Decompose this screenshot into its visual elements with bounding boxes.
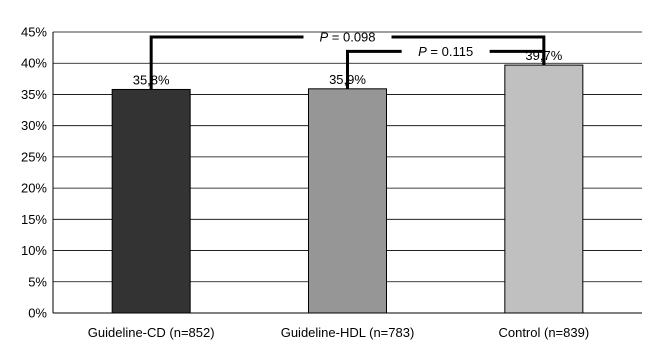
p-value: = 0.098	[328, 29, 375, 44]
y-tick-label: 45%	[21, 25, 47, 40]
bracket-line	[489, 49, 546, 66]
x-tick-label: Control (n=839)	[498, 325, 589, 340]
p-symbol: P	[418, 44, 427, 59]
p-value: = 0.115	[427, 44, 473, 59]
y-tick-label: 25%	[21, 149, 47, 164]
y-axis-ticks: 0% 5% 10% 15% 20% 25% 30% 35% 40% 45%	[21, 25, 47, 321]
y-tick-label: 10%	[21, 243, 47, 258]
bracket-line	[346, 49, 402, 89]
p-symbol: P	[319, 29, 328, 44]
y-tick-label: 15%	[21, 212, 47, 227]
bar	[308, 88, 387, 314]
x-axis-labels: Guideline-CD (n=852) Guideline-HDL (n=783…	[88, 325, 589, 340]
bar	[111, 88, 191, 314]
y-tick-label: 35%	[21, 87, 47, 102]
x-tick-label: Guideline-CD (n=852)	[88, 325, 215, 340]
y-tick-label: 20%	[21, 181, 47, 196]
p-value-label: P = 0.115	[418, 44, 473, 59]
x-tick-label: Guideline-HDL (n=783)	[281, 325, 415, 340]
bar	[504, 64, 584, 314]
p-value-label: P = 0.098	[319, 29, 375, 44]
bars: 35,8% 35,9%39,7%	[111, 48, 584, 314]
bracket-line	[149, 35, 304, 90]
y-tick-label: 40%	[21, 56, 47, 71]
y-tick-label: 0%	[28, 306, 47, 321]
y-tick-label: 5%	[28, 274, 47, 289]
y-tick-label: 30%	[21, 118, 47, 133]
